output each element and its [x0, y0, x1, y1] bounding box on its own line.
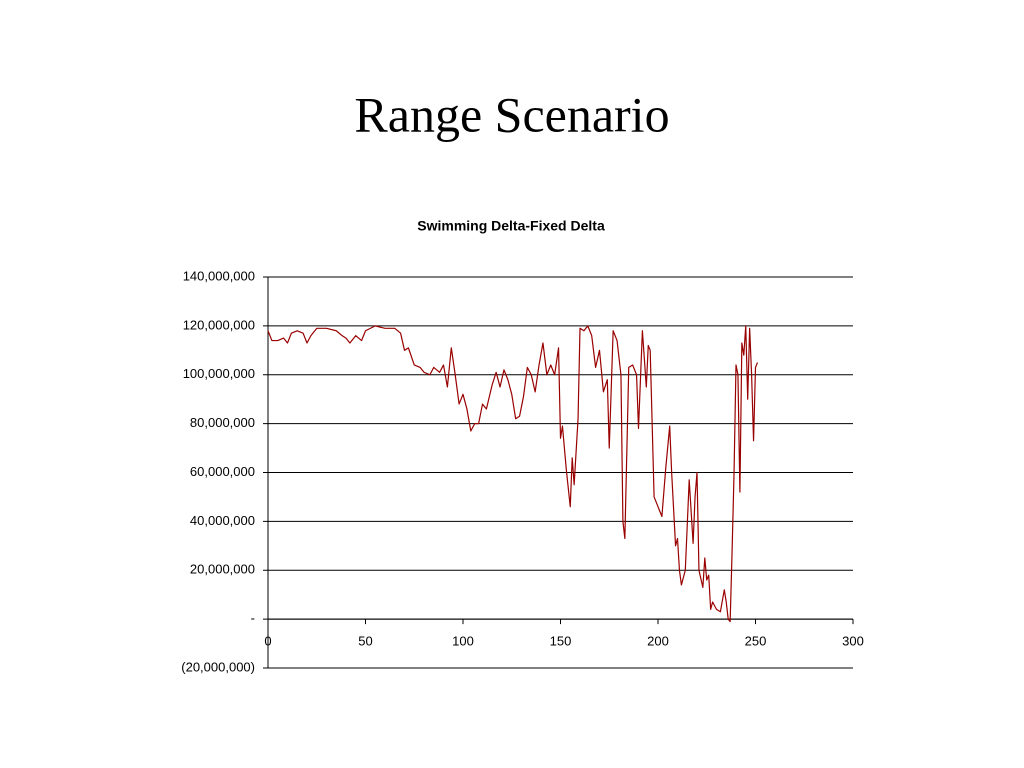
- chart-title: Swimming Delta-Fixed Delta: [417, 218, 605, 234]
- x-tick-label: 300: [842, 634, 864, 649]
- y-tick-label: 120,000,000: [183, 317, 255, 332]
- y-tick-label: 80,000,000: [190, 415, 255, 430]
- x-tick-label: 150: [550, 634, 572, 649]
- y-tick-label: 20,000,000: [190, 562, 255, 577]
- y-tick-label: 140,000,000: [183, 268, 255, 283]
- slide-title: Range Scenario: [354, 86, 669, 142]
- data-line: [267, 325, 759, 623]
- y-tick-label: 100,000,000: [183, 366, 255, 381]
- y-tick-label: 40,000,000: [190, 513, 255, 528]
- x-tick-label: 50: [358, 634, 372, 649]
- x-tick-label: 250: [745, 634, 767, 649]
- x-tick-label: 0: [264, 634, 271, 649]
- y-tick-label: 60,000,000: [190, 464, 255, 479]
- x-tick-label: 100: [452, 634, 474, 649]
- y-tick-label: -: [251, 611, 255, 626]
- x-tick-label: 200: [647, 634, 669, 649]
- y-tick-label: (20,000,000): [181, 659, 255, 674]
